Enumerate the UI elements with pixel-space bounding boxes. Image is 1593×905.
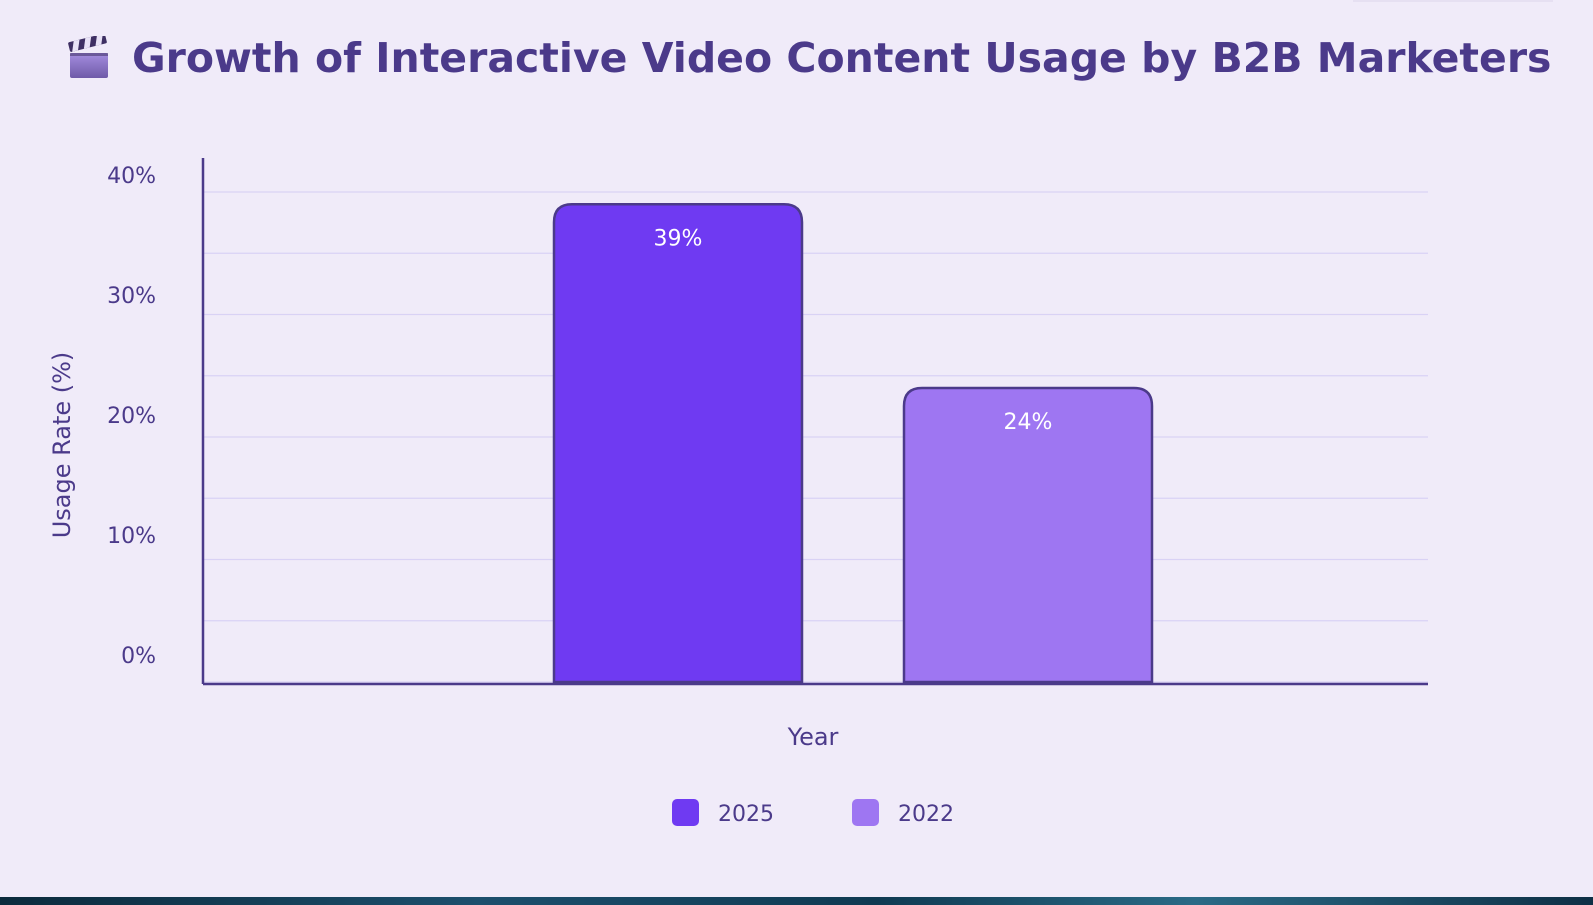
y-tick-label: 0% bbox=[121, 644, 156, 669]
y-axis-label: Usage Rate (%) bbox=[48, 352, 76, 539]
y-tick-label: 10% bbox=[107, 524, 156, 549]
bottom-decorative-strip bbox=[0, 897, 1593, 905]
y-tick-label: 40% bbox=[107, 164, 156, 189]
bar-value-label: 39% bbox=[654, 226, 703, 251]
bar-value-label: 24% bbox=[1004, 410, 1053, 435]
legend-label: 2025 bbox=[718, 802, 774, 827]
page-title: Growth of Interactive Video Content Usag… bbox=[132, 34, 1552, 82]
y-tick-label: 20% bbox=[107, 404, 156, 429]
legend-swatch-2025 bbox=[672, 799, 699, 826]
bar-2022 bbox=[902, 386, 1154, 684]
chart-header: Growth of Interactive Video Content Usag… bbox=[68, 34, 1551, 82]
clapperboard-icon bbox=[68, 36, 108, 78]
legend-swatch-2022 bbox=[852, 799, 879, 826]
top-edge-line bbox=[1353, 0, 1553, 2]
bar-2025 bbox=[552, 203, 804, 684]
y-tick-label: 30% bbox=[107, 284, 156, 309]
x-axis-label: Year bbox=[787, 723, 839, 751]
legend-label: 2022 bbox=[898, 802, 954, 827]
